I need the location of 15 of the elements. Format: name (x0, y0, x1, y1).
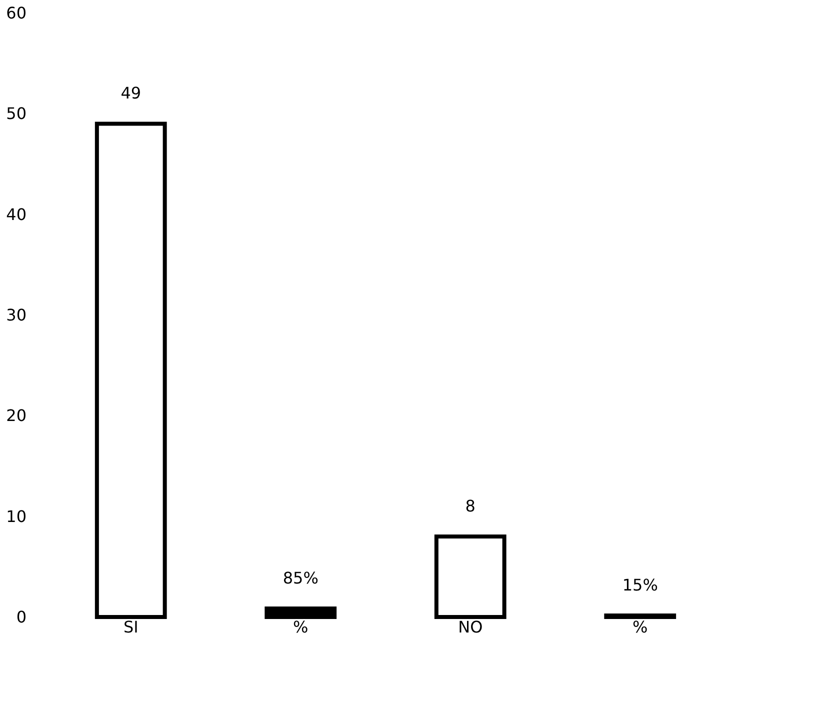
data-label: 15% (622, 575, 658, 594)
x-tick-label: % (293, 618, 308, 636)
y-tick-label: 60 (6, 4, 26, 22)
y-tick-label: 0 (16, 608, 26, 626)
data-label: 49 (120, 84, 142, 103)
x-tick-label: % (632, 618, 648, 636)
data-label: 8 (465, 496, 476, 516)
y-tick-label: 50 (6, 104, 26, 124)
y-tick-label: 20 (6, 406, 26, 426)
x-tick-label: SI (123, 618, 138, 636)
x-tick-label: NO (458, 618, 483, 636)
y-tick-label: 10 (6, 506, 26, 526)
data-label: 85% (282, 568, 318, 588)
y-tick-label: 30 (6, 306, 26, 324)
y-tick-label: 40 (6, 204, 26, 224)
